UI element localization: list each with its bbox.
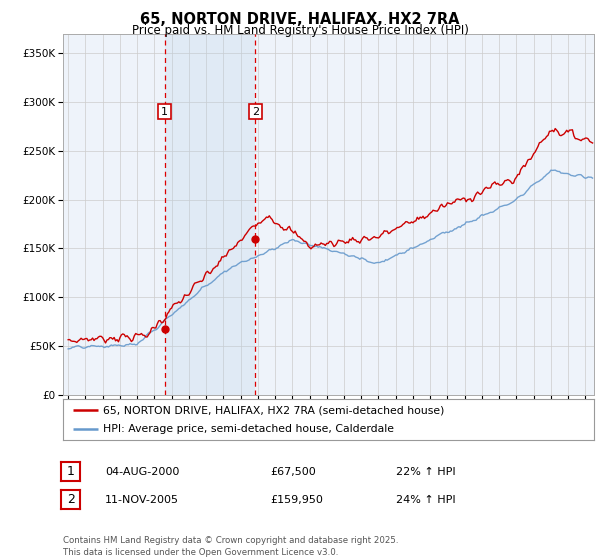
Text: 1: 1 bbox=[161, 107, 168, 116]
Text: 65, NORTON DRIVE, HALIFAX, HX2 7RA: 65, NORTON DRIVE, HALIFAX, HX2 7RA bbox=[140, 12, 460, 27]
Text: Price paid vs. HM Land Registry's House Price Index (HPI): Price paid vs. HM Land Registry's House … bbox=[131, 24, 469, 36]
Text: 2: 2 bbox=[252, 107, 259, 116]
Text: 1: 1 bbox=[67, 465, 75, 478]
Text: £159,950: £159,950 bbox=[270, 494, 323, 505]
Text: 11-NOV-2005: 11-NOV-2005 bbox=[105, 494, 179, 505]
Text: 22% ↑ HPI: 22% ↑ HPI bbox=[396, 466, 455, 477]
Bar bbox=[164, 34, 256, 395]
Text: 24% ↑ HPI: 24% ↑ HPI bbox=[396, 494, 455, 505]
Text: 04-AUG-2000: 04-AUG-2000 bbox=[105, 466, 179, 477]
Text: HPI: Average price, semi-detached house, Calderdale: HPI: Average price, semi-detached house,… bbox=[103, 424, 394, 433]
Text: 2: 2 bbox=[67, 493, 75, 506]
Text: £67,500: £67,500 bbox=[270, 466, 316, 477]
Text: 65, NORTON DRIVE, HALIFAX, HX2 7RA (semi-detached house): 65, NORTON DRIVE, HALIFAX, HX2 7RA (semi… bbox=[103, 405, 444, 415]
Text: Contains HM Land Registry data © Crown copyright and database right 2025.
This d: Contains HM Land Registry data © Crown c… bbox=[63, 536, 398, 557]
